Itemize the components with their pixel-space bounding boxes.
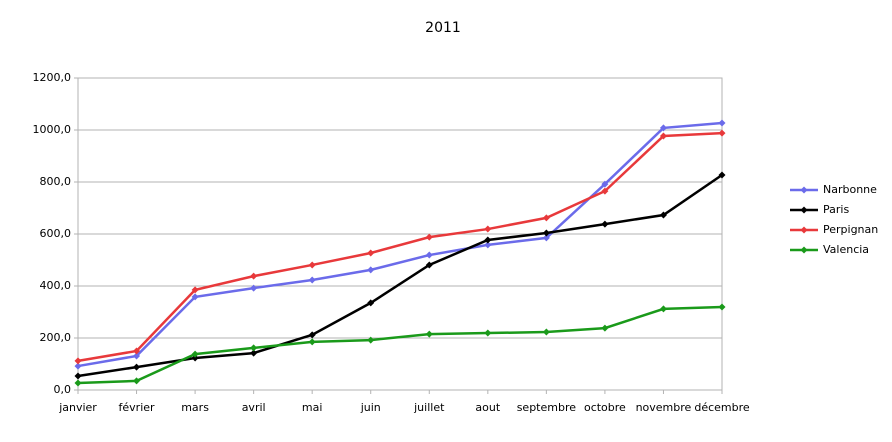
- legend-label: Narbonne: [823, 183, 877, 196]
- point-marker: [601, 180, 609, 188]
- point-marker: [659, 132, 667, 140]
- point-marker: [601, 324, 609, 332]
- point-marker: [718, 129, 726, 137]
- point-marker: [718, 171, 726, 179]
- legend-marker: [800, 206, 808, 214]
- chart-title: 2011: [425, 20, 461, 36]
- point-marker: [250, 272, 258, 280]
- x-tick-label: octobre: [584, 401, 626, 414]
- point-marker: [191, 286, 199, 294]
- series-line: [77, 173, 723, 378]
- point-marker: [74, 357, 82, 365]
- point-marker: [659, 211, 667, 219]
- y-tick-label: 1000,0: [33, 123, 72, 136]
- point-marker: [718, 303, 726, 311]
- point-marker: [250, 344, 258, 352]
- point-marker: [133, 363, 141, 371]
- point-marker: [191, 350, 199, 358]
- y-tick-label: 200,0: [40, 331, 72, 344]
- legend-marker: [800, 226, 808, 234]
- point-marker: [367, 266, 375, 274]
- legend-label: Perpignan: [823, 223, 878, 236]
- point-marker: [601, 187, 609, 195]
- x-tick-label: février: [119, 401, 155, 414]
- point-marker: [133, 347, 141, 355]
- point-marker: [250, 284, 258, 292]
- point-marker: [484, 225, 492, 233]
- point-marker: [250, 349, 258, 357]
- point-marker: [659, 124, 667, 132]
- x-tick-label: janvier: [58, 401, 97, 414]
- point-marker: [74, 372, 82, 380]
- x-tick-label: aout: [475, 401, 500, 414]
- legend-marker: [800, 186, 808, 194]
- series-line: [77, 131, 723, 363]
- plot-border: [77, 77, 723, 391]
- point-marker: [425, 233, 433, 241]
- point-marker: [367, 336, 375, 344]
- x-tick-label: novembre: [636, 401, 692, 414]
- point-marker: [191, 293, 199, 301]
- point-marker: [425, 330, 433, 338]
- point-marker: [425, 261, 433, 269]
- series-line: [77, 121, 723, 368]
- y-tick-label: 1200,0: [33, 71, 72, 84]
- x-tick-label: juillet: [413, 401, 445, 414]
- x-tick-label: juin: [360, 401, 381, 414]
- legend-marker: [800, 246, 808, 254]
- point-marker: [308, 331, 316, 339]
- x-tick-label: décembre: [694, 401, 750, 414]
- point-marker: [74, 379, 82, 387]
- point-marker: [308, 338, 316, 346]
- x-tick-label: avril: [242, 401, 266, 414]
- point-marker: [659, 305, 667, 313]
- point-marker: [484, 236, 492, 244]
- point-marker: [542, 328, 550, 336]
- y-tick-label: 400,0: [40, 279, 72, 292]
- series-line: [77, 305, 723, 385]
- x-tick-label: septembre: [517, 401, 577, 414]
- point-marker: [133, 352, 141, 360]
- point-marker: [308, 276, 316, 284]
- legend-label: Valencia: [823, 243, 869, 256]
- point-marker: [542, 214, 550, 222]
- point-marker: [542, 234, 550, 242]
- y-tick-label: 800,0: [40, 175, 72, 188]
- point-marker: [425, 251, 433, 259]
- x-tick-label: mai: [302, 401, 323, 414]
- legend-label: Paris: [823, 203, 849, 216]
- y-tick-label: 600,0: [40, 227, 72, 240]
- y-tick-label: 0,0: [54, 383, 72, 396]
- point-marker: [308, 261, 316, 269]
- point-marker: [718, 119, 726, 127]
- point-marker: [542, 229, 550, 237]
- point-marker: [484, 329, 492, 337]
- point-marker: [367, 299, 375, 307]
- point-marker: [601, 220, 609, 228]
- x-tick-label: mars: [181, 401, 209, 414]
- point-marker: [484, 241, 492, 249]
- point-marker: [74, 362, 82, 370]
- point-marker: [367, 249, 375, 257]
- point-marker: [133, 377, 141, 385]
